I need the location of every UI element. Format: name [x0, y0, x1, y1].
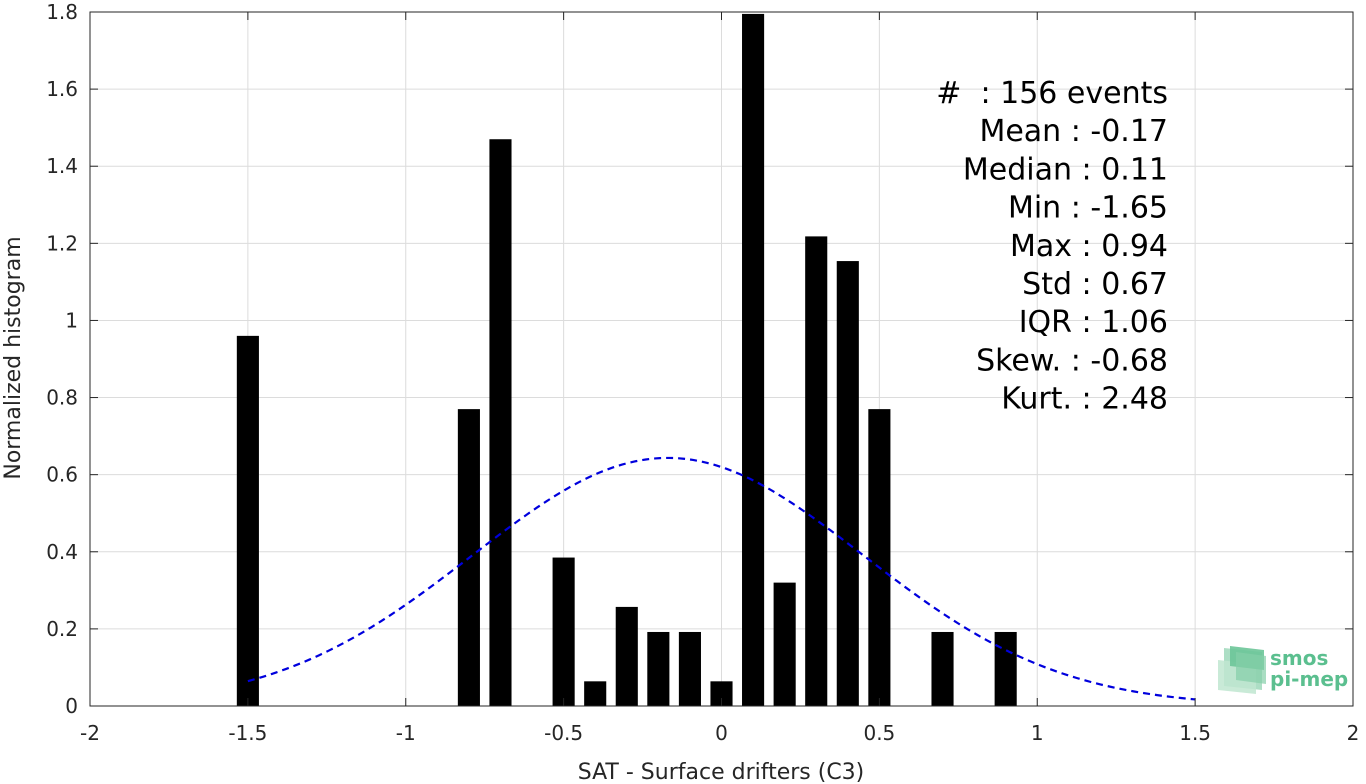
- logo-text-pimep: pi-mep: [1270, 667, 1348, 691]
- histogram-bar: [805, 236, 828, 707]
- stat-line: IQR : 1.06: [1019, 305, 1168, 340]
- y-tick-label: 0.8: [46, 386, 78, 410]
- histogram-bar: [236, 335, 259, 706]
- y-tick-label: 1.4: [46, 154, 78, 178]
- y-tick-label: 0.6: [46, 463, 78, 487]
- y-tick-label: 0: [65, 694, 78, 718]
- smos-pimep-logo: smos pi-mep: [1218, 646, 1348, 694]
- histogram-bar: [994, 631, 1017, 706]
- stat-line: Max : 0.94: [1010, 229, 1168, 264]
- histogram-bar: [678, 631, 701, 706]
- stat-line: Median : 0.11: [963, 152, 1168, 187]
- x-tick-label: 0: [715, 721, 728, 745]
- histogram-bar: [584, 681, 607, 706]
- x-tick-label: -1: [396, 721, 416, 745]
- stat-line: Std : 0.67: [1022, 267, 1168, 302]
- y-tick-label: 1: [65, 308, 78, 332]
- y-tick-labels: 0 0.2 0.4 0.6 0.8 1 1.2 1.4 1.6 1.8: [46, 0, 78, 718]
- stat-line: Mean : -0.17: [979, 114, 1168, 149]
- y-axis-label: Normalized histogram: [1, 236, 26, 479]
- x-tick-label: 1: [1031, 721, 1044, 745]
- y-tick-label: 1.6: [46, 77, 78, 101]
- histogram-bar: [868, 409, 891, 706]
- y-tick-label: 0.4: [46, 540, 78, 564]
- y-tick-label: 0.2: [46, 617, 78, 641]
- histogram-bar: [742, 13, 765, 706]
- x-tick-label: 0.5: [863, 721, 895, 745]
- x-axis-label: SAT - Surface drifters (C3): [578, 760, 865, 784]
- x-tick-label: -0.5: [544, 721, 583, 745]
- axes-frame: [89, 11, 1354, 707]
- logo-graphic-icon: [1218, 646, 1266, 694]
- x-tick-labels: -2 -1.5 -1 -0.5 0 0.5 1 1.5 2: [80, 721, 1359, 745]
- stat-line: Skew. : -0.68: [976, 343, 1168, 378]
- x-tick-label: -2: [80, 721, 100, 745]
- stat-line: Min : -1.65: [1008, 191, 1168, 226]
- x-tick-label: 1.5: [1179, 721, 1211, 745]
- histogram-bar: [552, 557, 575, 706]
- histogram-bar: [489, 139, 512, 706]
- histogram-bar: [931, 631, 954, 706]
- x-tick-label: -1.5: [228, 721, 267, 745]
- grid-lines: [89, 11, 1354, 707]
- histogram-bar: [615, 606, 638, 706]
- stat-line: # : 156 events: [936, 76, 1168, 111]
- x-tick-label: 2: [1347, 721, 1360, 745]
- histogram-bar: [710, 681, 733, 706]
- y-tick-label: 1.2: [46, 231, 78, 255]
- histogram-bar: [773, 582, 796, 706]
- stat-line: Kurt. : 2.48: [1001, 382, 1168, 417]
- histogram-bars: [236, 13, 1017, 707]
- y-tick-label: 1.8: [46, 0, 78, 24]
- histogram-bar: [836, 261, 859, 706]
- histogram-bar: [647, 631, 670, 706]
- logo-text-smos: smos: [1270, 646, 1328, 670]
